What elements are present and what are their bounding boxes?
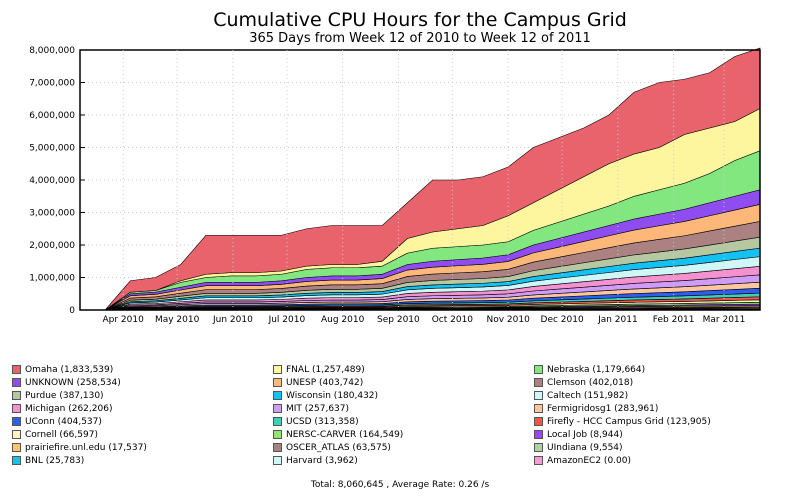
legend-swatch [12,417,21,426]
y-tick-label: 7,000,000 [29,79,75,89]
legend-item: FNAL (1,257,489) [273,363,365,376]
legend-item: BNL (25,783) [12,454,84,467]
legend-item: AmazonEC2 (0.00) [534,454,631,467]
x-tick-label: Apr 2010 [103,315,145,325]
legend-label: Purdue (387,130) [25,390,104,401]
legend-swatch [534,365,543,374]
legend-swatch [534,443,543,452]
legend-item: OSCER_ATLAS (63,575) [273,441,391,454]
legend-label: Nebraska (1,179,664) [547,364,646,375]
x-tick-label: Feb 2011 [653,315,695,325]
legend-label: Wisconsin (180,432) [286,390,379,401]
legend-swatch [534,430,543,439]
legend-item: Fermigridosg1 (283,961) [534,402,658,415]
legend-label: Harvard (3,962) [286,455,358,466]
legend-item: Wisconsin (180,432) [273,389,378,402]
legend-label: Fermigridosg1 (283,961) [547,403,659,414]
chart-subtitle: 365 Days from Week 12 of 2010 to Week 12… [249,31,591,46]
legend-label: UCSD (313,358) [286,416,359,427]
y-tick-label: 5,000,000 [29,144,75,154]
legend-swatch [273,365,282,374]
legend-item: UCSD (313,358) [273,415,359,428]
x-tick-label: Jul 2010 [268,315,306,325]
legend-swatch [12,378,21,387]
y-tick-label: 0 [69,306,75,316]
x-tick-label: Jun 2010 [212,315,253,325]
footer-total: Total: 8,060,645 , Average Rate: 0.26 /s [310,480,490,490]
legend-swatch [273,378,282,387]
legend-item: Purdue (387,130) [12,389,104,402]
legend-label: UNKNOWN (258,534) [25,377,121,388]
legend-label: Caltech (151,982) [547,390,629,401]
legend-item: UNESP (403,742) [273,376,363,389]
legend-swatch [273,443,282,452]
x-tick-label: Oct 2010 [432,315,474,325]
legend-item: prairiefire.unl.edu (17,537) [12,441,147,454]
legend-label: Cornell (66,597) [25,429,98,440]
legend-item: Cornell (66,597) [12,428,98,441]
legend-item: Michigan (262,206) [12,402,112,415]
legend-swatch [534,456,543,465]
y-tick-label: 1,000,000 [29,274,75,284]
legend-item: Caltech (151,982) [534,389,628,402]
legend-label: BNL (25,783) [25,455,85,466]
legend-item: MIT (257,637) [273,402,349,415]
legend-item: NERSC-CARVER (164,549) [273,428,403,441]
legend-swatch [534,404,543,413]
legend-item: UConn (404,537) [12,415,102,428]
y-tick-label: 4,000,000 [29,176,75,186]
legend-item: Harvard (3,962) [273,454,358,467]
legend-label: OSCER_ATLAS (63,575) [286,442,391,453]
legend-label: Local Job (8,944) [547,429,623,440]
legend-label: Omaha (1,833,539) [25,364,114,375]
legend-swatch [12,456,21,465]
y-tick-label: 2,000,000 [29,241,75,251]
legend-item: Nebraska (1,179,664) [534,363,645,376]
legend-label: MIT (257,637) [286,403,350,414]
x-tick-label: Mar 2011 [703,315,746,325]
legend-item: UNKNOWN (258,534) [12,376,121,389]
legend-label: prairiefire.unl.edu (17,537) [25,442,147,453]
legend-swatch [534,378,543,387]
x-tick-label: May 2010 [155,315,200,325]
y-tick-label: 6,000,000 [29,111,75,121]
legend-label: UConn (404,537) [25,416,102,427]
legend-swatch [534,417,543,426]
legend-label: Michigan (262,206) [25,403,113,414]
legend-item: UIndiana (9,554) [534,441,623,454]
legend-swatch [12,365,21,374]
x-tick-label: Dec 2010 [541,315,584,325]
legend-label: Clemson (402,018) [547,377,634,388]
legend-swatch [12,430,21,439]
legend-swatch [12,404,21,413]
x-tick-label: Sep 2010 [377,315,420,325]
legend-label: UIndiana (9,554) [547,442,623,453]
chart-plot: 0 1,000,000 2,000,000 3,000,000 4,000,000 5,0… [29,46,761,325]
legend-swatch [273,417,282,426]
y-tick-label: 3,000,000 [29,209,75,219]
x-tick-label: Jan 2011 [597,315,638,325]
x-tick-label: Aug 2010 [321,315,365,325]
legend-swatch [273,404,282,413]
legend-label: AmazonEC2 (0.00) [547,455,631,466]
legend-swatch [273,391,282,400]
x-tick-label: Nov 2010 [486,315,530,325]
legend-label: UNESP (403,742) [286,377,364,388]
legend-swatch [12,391,21,400]
legend-item: Omaha (1,833,539) [12,363,113,376]
legend-item: Clemson (402,018) [534,376,633,389]
legend-item: Firefly - HCC Campus Grid (123,905) [534,415,711,428]
legend-swatch [273,456,282,465]
chart-title: Cumulative CPU Hours for the Campus Grid [213,9,627,31]
legend-label: Firefly - HCC Campus Grid (123,905) [547,416,711,427]
y-tick-label: 8,000,000 [29,46,75,56]
legend-label: FNAL (1,257,489) [286,364,365,375]
legend-swatch [273,430,282,439]
legend-item: Local Job (8,944) [534,428,623,441]
legend-swatch [12,443,21,452]
legend-swatch [534,391,543,400]
legend-label: NERSC-CARVER (164,549) [286,429,404,440]
